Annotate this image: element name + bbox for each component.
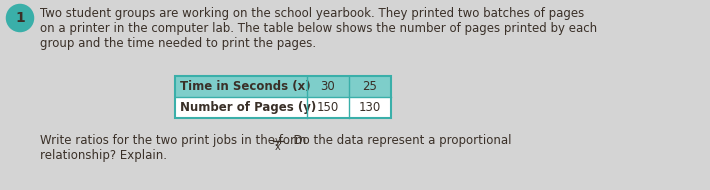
Text: 25: 25 [363,80,378,93]
Text: . Do the data represent a proportional: . Do the data represent a proportional [286,134,511,147]
Text: Number of Pages (y): Number of Pages (y) [180,101,316,114]
Text: 130: 130 [359,101,381,114]
Text: on a printer in the computer lab. The table below shows the number of pages prin: on a printer in the computer lab. The ta… [40,22,597,35]
Bar [175,97,391,118]
Text: 150: 150 [317,101,339,114]
Text: group and the time needed to print the pages.: group and the time needed to print the p… [40,37,316,50]
Text: relationship? Explain.: relationship? Explain. [40,149,167,162]
Text: 1: 1 [15,11,25,25]
Text: 30: 30 [321,80,335,93]
Text: Write ratios for the two print jobs in the form: Write ratios for the two print jobs in t… [40,134,310,147]
Circle shape [7,5,33,31]
Bar [175,76,391,97]
Text: x: x [275,142,281,153]
Text: y: y [275,135,281,146]
Text: Two student groups are working on the school yearbook. They printed two batches : Two student groups are working on the sc… [40,7,584,20]
Bar [175,76,391,118]
Text: Time in Seconds (x): Time in Seconds (x) [180,80,311,93]
